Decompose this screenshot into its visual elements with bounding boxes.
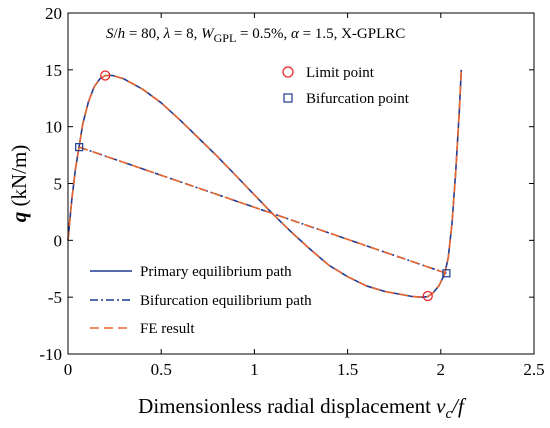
x-tick-label-2: 1: [250, 360, 259, 379]
x-tick-label-5: 2.5: [523, 360, 544, 379]
legend-marker-label-1: Bifurcation point: [306, 91, 410, 107]
text-layer: Dimensionless radial displacement vc/f q …: [7, 26, 467, 422]
x-axis-label: Dimensionless radial displacement vc/f: [138, 394, 467, 422]
x-tick-label-3: 1.5: [337, 360, 358, 379]
legend-bifurcation-point-symbol: [283, 93, 293, 103]
y-axis-label: q (kN/m): [7, 145, 31, 223]
plot-background: [68, 13, 534, 354]
series-layer: [67, 69, 463, 299]
series-branch-2: [78, 146, 447, 275]
x-tick-label-1: 0.5: [151, 360, 172, 379]
y-tick-label-1: -5: [48, 288, 62, 307]
legend-layer: Limit point Bifurcation point Primary equi…: [90, 65, 410, 337]
legend-series-label-0: Primary equilibrium path: [140, 264, 292, 280]
marker-layer: [75, 70, 451, 302]
limit-point-marker-1: [422, 290, 433, 302]
legend-limit-point-symbol: [282, 66, 294, 78]
series-line-2: [67, 69, 463, 299]
legend-series-label-1: Bifurcation equilibrium path: [140, 293, 312, 309]
y-tick-label-5: 15: [45, 61, 62, 80]
x-tick-label-0: 0: [64, 360, 73, 379]
legend-marker-label-0: Limit point: [306, 65, 375, 81]
parameter-annotation: S/h = 80, λ = 8, WGPL = 0.5%, α = 1.5, X…: [106, 26, 405, 45]
y-tick-label-4: 10: [45, 118, 62, 137]
legend-series-label-2: FE result: [140, 321, 195, 337]
bifurcation-point-marker-1: [442, 269, 451, 278]
y-tick-label-6: 20: [45, 4, 62, 23]
y-tick-label-0: -10: [39, 345, 62, 364]
plot-area: [68, 13, 534, 354]
limit-point-marker-0: [100, 70, 111, 81]
x-tick-label-4: 2: [437, 360, 446, 379]
axis-layer: 0 0.5 1 1.5 2 2.5 -10 -5 0 5 10 15 20: [39, 4, 544, 379]
y-tick-label-2: 0: [54, 231, 63, 250]
y-tick-label-3: 5: [54, 175, 63, 194]
bifurcation-point-marker-0: [75, 143, 84, 152]
